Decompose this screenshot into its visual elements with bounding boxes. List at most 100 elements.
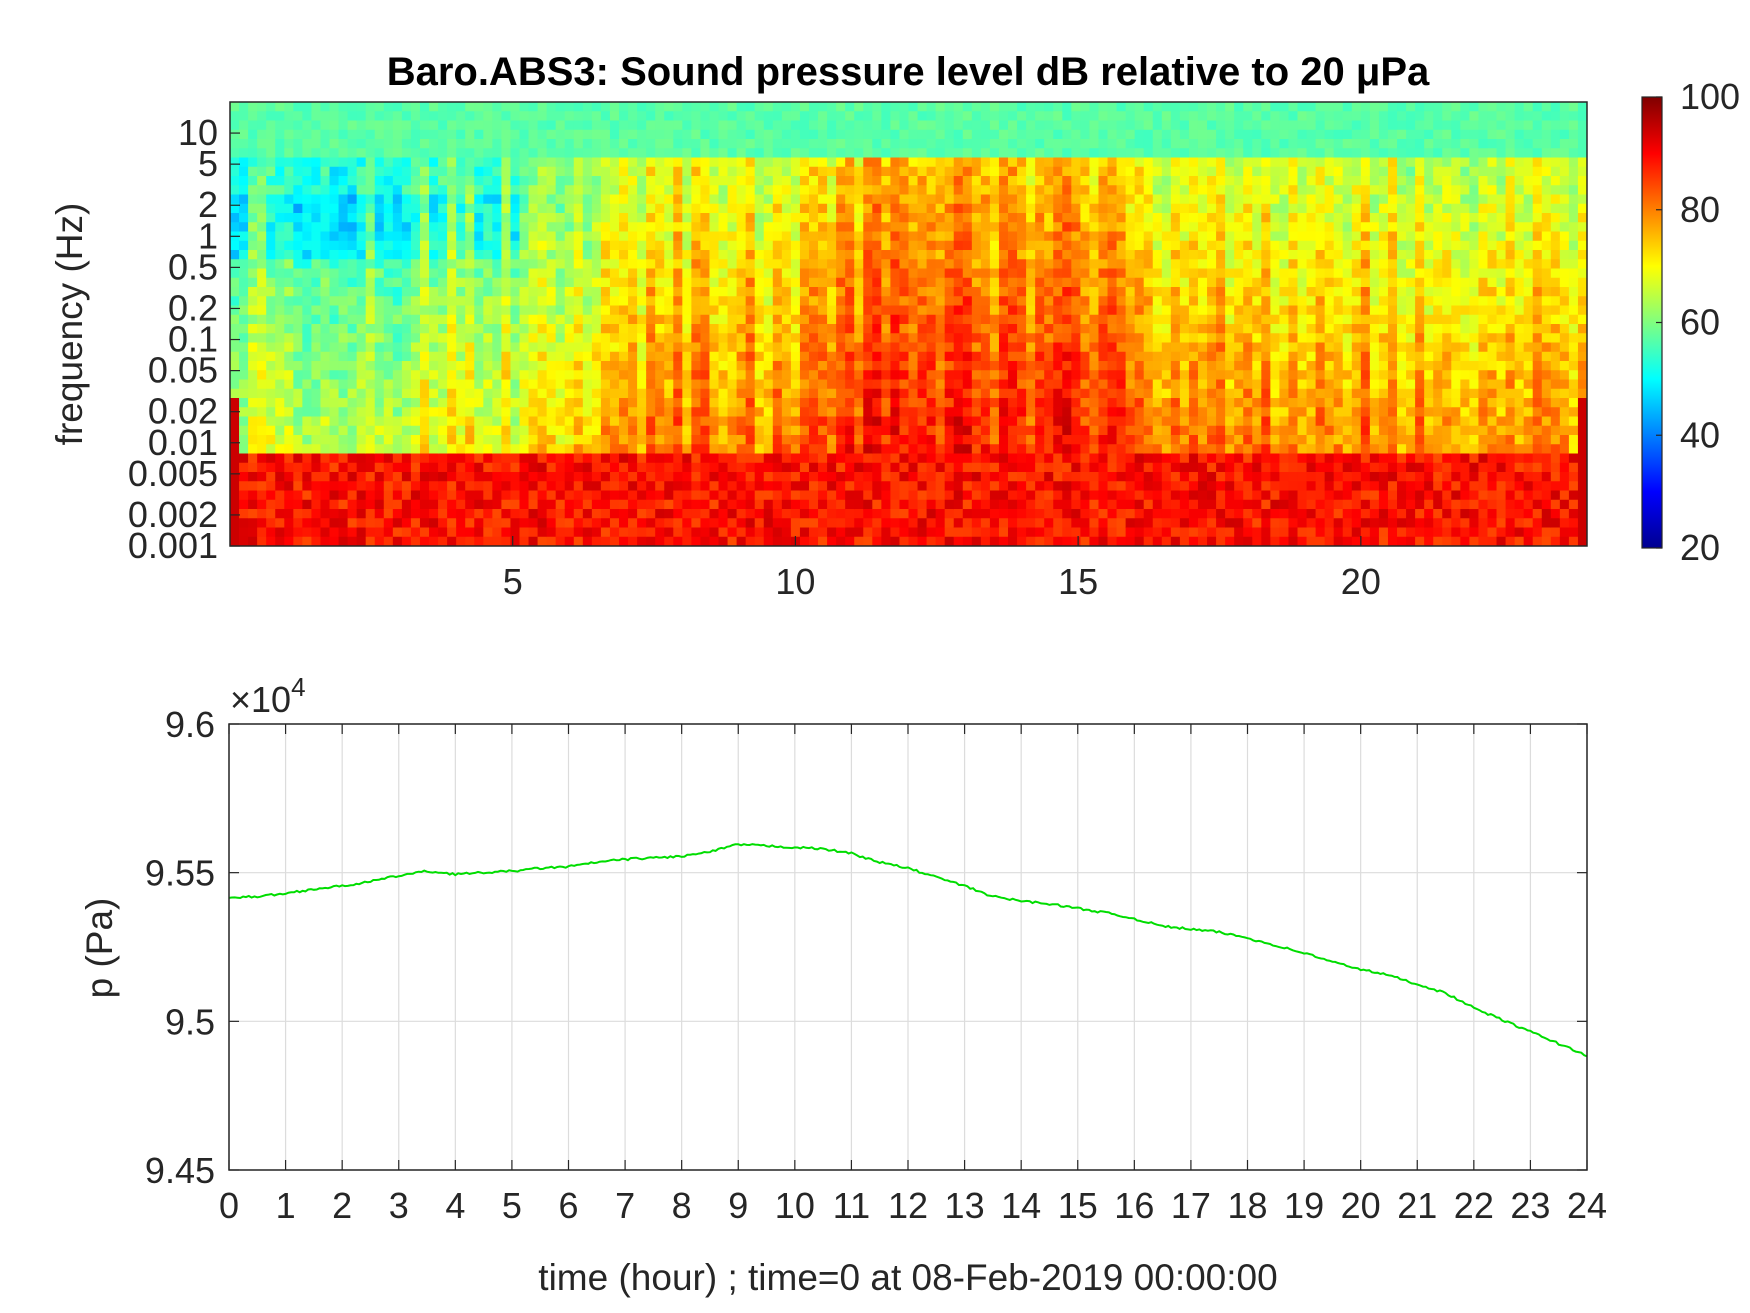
- heatmap-cell: [754, 351, 765, 362]
- heatmap-cell: [736, 129, 747, 140]
- heatmap-cell: [1134, 213, 1145, 223]
- heatmap-cell: [944, 231, 955, 242]
- heatmap-cell: [827, 324, 837, 334]
- heatmap-cell: [519, 481, 530, 492]
- heatmap-cell: [818, 203, 828, 214]
- heatmap-cell: [419, 129, 430, 140]
- heatmap-cell: [1098, 361, 1109, 371]
- heatmap-cell: [718, 527, 729, 538]
- heatmap-cell: [293, 407, 303, 418]
- heatmap-cell: [646, 287, 656, 297]
- heatmap-cell: [275, 287, 285, 297]
- heatmap-cell: [691, 453, 702, 464]
- heatmap-cell: [1053, 166, 1063, 177]
- heatmap-cell: [899, 194, 910, 205]
- heatmap-cell: [1071, 499, 1081, 510]
- heatmap-cell: [555, 120, 566, 131]
- heatmap-cell: [465, 250, 475, 260]
- heatmap-cell: [546, 499, 557, 510]
- heatmap-cell: [637, 472, 647, 482]
- heatmap-cell: [374, 342, 385, 353]
- heatmap-cell: [998, 481, 1009, 492]
- heatmap-cell: [374, 203, 385, 214]
- heatmap-cell: [890, 102, 901, 112]
- heatmap-cell: [519, 416, 530, 427]
- heatmap-cell: [537, 185, 548, 196]
- heatmap-cell: [763, 481, 774, 492]
- heatmap-cell: [1080, 527, 1091, 538]
- heatmap-cell: [854, 351, 864, 362]
- heatmap-cell: [401, 111, 412, 122]
- heatmap-cell: [1152, 194, 1163, 205]
- heatmap-cell: [483, 499, 493, 510]
- heatmap-cell: [492, 398, 502, 408]
- heatmap-cell: [673, 296, 683, 307]
- heatmap-cell: [980, 444, 991, 455]
- heatmap-cell: [998, 111, 1009, 122]
- heatmap-cell: [718, 490, 729, 501]
- heatmap-cell: [1008, 194, 1018, 205]
- heatmap-cell: [845, 379, 855, 390]
- heatmap-cell: [754, 213, 765, 223]
- heatmap-cell: [329, 536, 340, 546]
- heatmap-cell: [374, 518, 385, 529]
- heatmap-cell: [926, 129, 937, 140]
- heatmap-cell: [637, 305, 647, 316]
- heatmap-cell: [980, 416, 991, 427]
- heatmap-cell: [519, 277, 530, 288]
- heatmap-cell: [1026, 453, 1036, 464]
- heatmap-cell: [818, 388, 828, 399]
- heatmap-cell: [1080, 305, 1091, 316]
- heatmap-cell: [980, 407, 991, 418]
- heatmap-cell: [926, 231, 937, 242]
- heatmap-cell: [1035, 324, 1045, 334]
- heatmap-cell: [908, 305, 919, 316]
- heatmap-cell: [1071, 425, 1081, 436]
- heatmap-cell: [591, 536, 602, 546]
- heatmap-cell: [1161, 490, 1172, 501]
- heatmap-cell: [1098, 398, 1109, 408]
- heatmap-cell: [637, 231, 647, 242]
- heatmap-cell: [1071, 509, 1081, 519]
- heatmap-cell: [365, 120, 376, 131]
- heatmap-cell: [881, 351, 892, 362]
- heatmap-cell: [465, 342, 475, 353]
- heatmap-cell: [790, 342, 801, 353]
- heatmap-cell: [257, 333, 267, 344]
- heatmap-cell: [410, 342, 421, 353]
- heatmap-cell: [673, 481, 683, 492]
- heatmap-cell: [890, 444, 901, 455]
- heatmap-cell: [944, 407, 955, 418]
- heatmap-cell: [456, 453, 466, 464]
- heatmap-cell: [501, 176, 512, 186]
- heatmap-cell: [1053, 268, 1063, 279]
- heatmap-cell: [438, 444, 448, 455]
- heatmap-cell: [492, 240, 502, 251]
- heatmap-cell: [266, 102, 276, 112]
- heatmap-cell: [637, 490, 647, 501]
- heatmap-cell: [374, 333, 385, 344]
- heatmap-cell: [1116, 462, 1127, 473]
- heatmap-cell: [1026, 240, 1036, 251]
- heatmap-cell: [510, 176, 521, 186]
- heatmap-cell: [646, 499, 656, 510]
- heatmap-cell: [311, 407, 322, 418]
- heatmap-cell: [447, 277, 457, 288]
- heatmap-cell: [727, 305, 738, 316]
- heatmap-cell: [1098, 129, 1109, 140]
- heatmap-cell: [799, 379, 810, 390]
- heatmap-cell: [1161, 324, 1172, 334]
- heatmap-cell: [971, 102, 982, 112]
- heatmap-cell: [953, 388, 964, 399]
- heatmap-cell: [763, 203, 774, 214]
- heatmap-cell: [926, 166, 937, 177]
- heatmap-cell: [890, 111, 901, 122]
- heatmap-cell: [989, 240, 1000, 251]
- heatmap-cell: [492, 407, 502, 418]
- heatmap-cell: [781, 527, 792, 538]
- heatmap-cell: [1080, 148, 1091, 159]
- heatmap-cell: [392, 398, 403, 408]
- heatmap-cell: [763, 148, 774, 159]
- heatmap-cell: [401, 268, 412, 279]
- heatmap-cell: [329, 250, 340, 260]
